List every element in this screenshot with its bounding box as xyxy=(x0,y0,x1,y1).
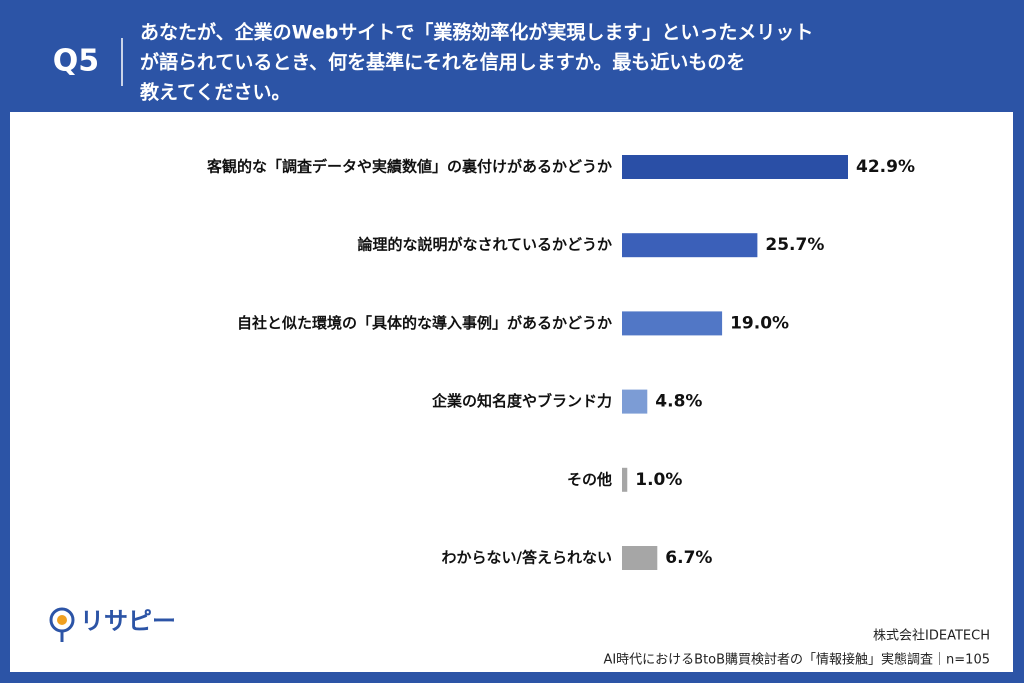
category-label: 客観的な「調査データや実績数値」の裏付けがあるかどうか xyxy=(206,158,612,176)
bar xyxy=(622,546,658,570)
bar xyxy=(622,311,723,336)
title-line: 教えてください。 xyxy=(140,81,290,104)
logo: リサピー xyxy=(80,607,176,635)
value-label: 42.9% xyxy=(856,157,915,177)
category-label: その他 xyxy=(567,470,612,488)
panel xyxy=(10,112,1013,672)
bar xyxy=(622,389,648,414)
bar xyxy=(622,233,758,258)
bar xyxy=(622,155,848,179)
category-label: 論理的な説明がなされているかどうか xyxy=(357,236,612,254)
question-number: Q5 xyxy=(53,44,99,79)
logo-icon xyxy=(49,607,75,642)
value-label: 25.7% xyxy=(765,235,824,255)
source-company: 株式会社IDEATECH xyxy=(873,628,990,644)
source-survey: AI時代におけるBtoB購買検討者の「情報接触」実態調査｜n=105 xyxy=(603,652,990,668)
bar xyxy=(622,467,628,492)
category-label: 企業の知名度やブランド力 xyxy=(431,392,612,410)
value-label: 6.7% xyxy=(665,548,712,568)
value-label: 4.8% xyxy=(655,392,702,412)
value-label: 1.0% xyxy=(635,470,682,490)
category-label: 自社と似た環境の「具体的な導入事例」があるかどうか xyxy=(237,314,612,332)
category-label: わからない/答えられない xyxy=(442,549,612,567)
title-line: あなたが、企業のWebサイトで「業務効率化が実現します」といったメリット xyxy=(140,21,813,44)
value-label: 19.0% xyxy=(730,313,789,333)
title-line: が語られているとき、何を基準にそれを信用しますか。最も近いものを xyxy=(140,51,745,74)
